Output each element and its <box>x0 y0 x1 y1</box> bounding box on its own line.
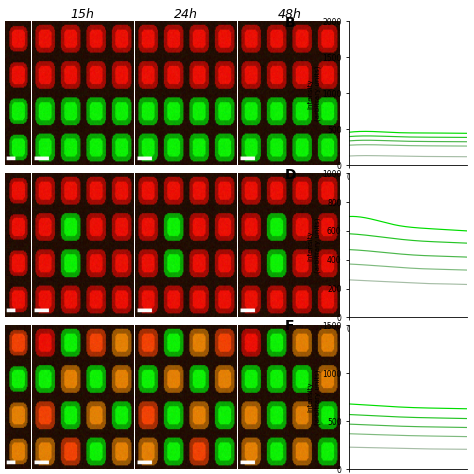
Y-axis label: Intensity
(arbitrary units): Intensity (arbitrary units) <box>307 218 321 273</box>
Text: F: F <box>284 319 294 334</box>
Title: 15h: 15h <box>71 9 94 21</box>
Y-axis label: Intensity
(arbitrary units): Intensity (arbitrary units) <box>307 370 321 425</box>
Title: 48h: 48h <box>277 9 301 21</box>
Text: D: D <box>284 167 296 182</box>
Text: B: B <box>284 16 295 29</box>
Title: 24h: 24h <box>174 9 198 21</box>
Y-axis label: Intensity
(arbitrary units): Intensity (arbitrary units) <box>307 65 321 121</box>
